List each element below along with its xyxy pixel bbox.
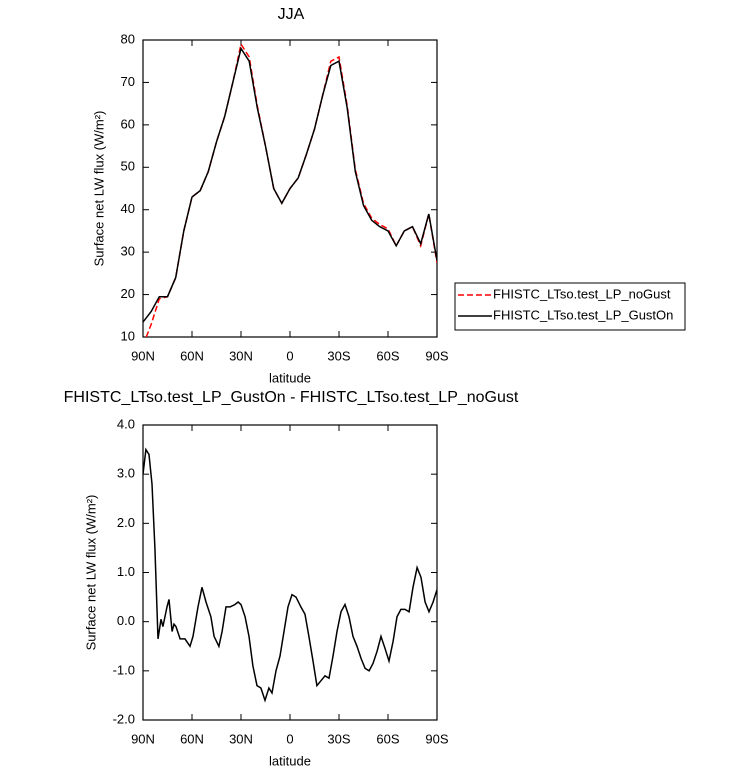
x-tick-label: 90S: [425, 731, 448, 746]
y-tick-label: 4.0: [117, 416, 135, 431]
y-tick-label: -1.0: [113, 662, 135, 677]
y-tick-label: 10: [121, 328, 135, 343]
legend-frame: [454, 282, 686, 331]
plot-area: [143, 42, 437, 337]
x-tick-label: 90N: [131, 731, 155, 746]
x-tick-label: 60N: [180, 731, 204, 746]
y-axis-label: Surface net LW flux (W/m²): [91, 111, 106, 267]
x-tick-label: 90N: [131, 348, 155, 363]
y-tick-label: 80: [121, 31, 135, 46]
x-tick-label: 0: [286, 348, 293, 363]
x-tick-label: 60S: [376, 348, 399, 363]
x-tick-label: 60S: [376, 731, 399, 746]
y-tick-label: 40: [121, 201, 135, 216]
y-tick-label: -2.0: [113, 711, 135, 726]
x-axis-label: latitude: [269, 753, 311, 768]
data-line: [143, 447, 437, 703]
chart-title: JJA: [278, 6, 305, 23]
y-axis-label: Surface net LW flux (W/m²): [83, 495, 98, 651]
y-tick-label: 50: [121, 159, 135, 174]
y-tick-label: 20: [121, 286, 135, 301]
x-tick-label: 30S: [327, 731, 350, 746]
legend-label: FHISTC_LTso.test_LP_noGust: [493, 286, 671, 301]
x-tick-label: 30N: [229, 731, 253, 746]
plot-frame: [142, 39, 438, 338]
x-tick-label: 0: [286, 731, 293, 746]
data-line: [143, 46, 437, 323]
x-tick-label: 30N: [229, 348, 253, 363]
y-tick-label: 3.0: [117, 466, 135, 481]
y-tick-label: 60: [121, 116, 135, 131]
y-tick-label: 2.0: [117, 515, 135, 530]
chart-title: FHISTC_LTso.test_LP_GustOn - FHISTC_LTso…: [64, 389, 519, 406]
plot-frame: [142, 424, 438, 721]
legend-label: FHISTC_LTso.test_LP_GustOn: [493, 307, 673, 322]
y-tick-label: 70: [121, 74, 135, 89]
x-tick-label: 90S: [425, 348, 448, 363]
data-line: [145, 42, 437, 337]
x-axis-label: latitude: [269, 370, 311, 385]
plot-area: [143, 447, 437, 703]
y-tick-label: 0.0: [117, 613, 135, 628]
x-tick-label: 30S: [327, 348, 350, 363]
y-tick-label: 30: [121, 244, 135, 259]
x-tick-label: 60N: [180, 348, 204, 363]
y-tick-label: 1.0: [117, 564, 135, 579]
